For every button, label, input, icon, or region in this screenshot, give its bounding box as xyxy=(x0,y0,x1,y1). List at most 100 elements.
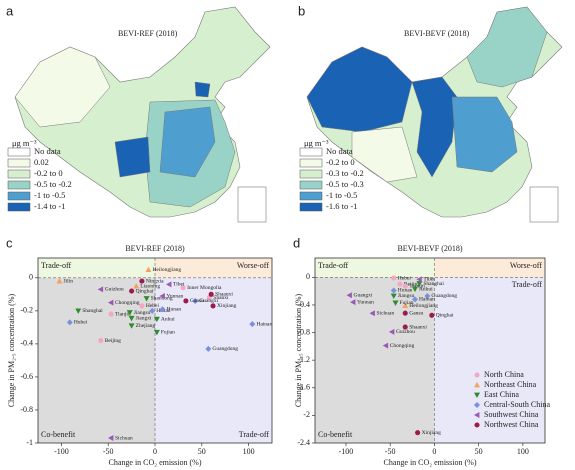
x-tick-label: -50 xyxy=(103,447,114,456)
marker xyxy=(129,288,135,294)
point-label: Gansu xyxy=(409,310,423,316)
point-label: Xinjiang xyxy=(217,303,236,309)
x-tick-label: 50 xyxy=(475,447,483,456)
point-label: Hainan xyxy=(419,297,435,303)
legend-label: -0.5 to -0.2 xyxy=(34,179,72,189)
marker xyxy=(249,321,256,328)
y-tick-label: -1 xyxy=(26,438,33,447)
legend-label: Southwest China xyxy=(484,410,539,419)
point-label: Shanghai xyxy=(423,281,444,287)
marker xyxy=(415,430,421,436)
marker xyxy=(145,266,152,272)
legend-label: -0.3 to -0.2 xyxy=(326,168,364,178)
point-label: Guangdong xyxy=(212,346,238,352)
marker xyxy=(210,303,216,309)
point-label: Liaoning xyxy=(140,283,160,289)
legend-label: -0.5 to -0.3 xyxy=(326,179,364,189)
marker xyxy=(346,292,352,299)
marker xyxy=(388,328,395,335)
point-label: Anhui xyxy=(419,286,433,292)
legend-label: Northwest China xyxy=(484,420,539,429)
marker xyxy=(153,329,160,336)
legend-marker xyxy=(474,422,480,428)
marker xyxy=(424,292,431,299)
map-title: BEVI-BEVF (2018) xyxy=(404,29,469,38)
legend-label: East China xyxy=(484,390,519,399)
y-tick-label: -0.8 xyxy=(20,405,33,414)
marker xyxy=(159,306,166,313)
x-axis-label: Change in CO₂ emission (%) xyxy=(384,458,477,467)
marker xyxy=(392,300,399,306)
y-tick-label: -0.4 xyxy=(297,300,310,309)
point-label: Chongqing xyxy=(390,343,415,349)
y-tick-label: -0.8 xyxy=(297,327,310,336)
point-label: Xinjiang xyxy=(422,430,441,436)
chart-title: BEVI-BEVF (2018) xyxy=(397,244,462,253)
legend-label: -1.6 to -1 xyxy=(326,201,357,211)
legend-unit: μg m⁻³ xyxy=(304,138,329,148)
marker xyxy=(133,283,140,289)
point-label: Tibet xyxy=(173,282,185,288)
marker xyxy=(97,286,104,293)
legend-marker xyxy=(474,372,480,378)
legend-label: -0.2 to 0 xyxy=(34,168,63,178)
marker xyxy=(108,435,114,442)
marker xyxy=(411,296,418,303)
marker xyxy=(66,319,73,326)
point-label: Anhui xyxy=(161,316,175,322)
quadrant xyxy=(155,258,272,278)
marker xyxy=(402,283,408,289)
point-label: Hebei xyxy=(146,303,160,309)
map-a: a BEVI-REF (2018) μg m⁻³ xyxy=(6,3,271,223)
marker xyxy=(126,310,133,316)
legend-swatch xyxy=(7,169,31,179)
legend-swatch xyxy=(7,191,31,201)
point-label: Jiangxi xyxy=(136,316,152,322)
point-label: Zhejiang xyxy=(136,323,156,329)
marker xyxy=(391,275,397,281)
legend-label: -1.4 to -1 xyxy=(34,201,65,211)
legend-swatch xyxy=(7,147,31,157)
point-label: Hunan xyxy=(398,288,413,294)
y-tick-label: -0.2 xyxy=(20,306,33,315)
point-label: Jiangsu xyxy=(398,293,415,299)
point-label: Hubei xyxy=(74,320,88,326)
legend-label: -1 to -0.5 xyxy=(326,190,357,200)
point-label: Fujian xyxy=(161,330,175,336)
quadrant xyxy=(434,258,545,278)
legend-marker xyxy=(474,402,480,408)
quadrant xyxy=(434,277,545,443)
marker xyxy=(56,278,63,284)
point-label: Jilin xyxy=(64,278,74,284)
marker xyxy=(390,293,397,299)
point-label: Shandong xyxy=(151,296,173,302)
legend-swatch xyxy=(299,147,323,157)
y-tick-label: -1.6 xyxy=(297,383,310,392)
annotation: Worse-off xyxy=(510,261,542,270)
legend-swatch xyxy=(7,180,31,190)
y-tick-label: -1.2 xyxy=(297,355,310,364)
panel-letter: b xyxy=(298,3,305,18)
y-tick-label: 0 xyxy=(29,273,33,282)
annotation: Trade-off xyxy=(41,261,72,270)
marker xyxy=(149,307,156,314)
marker xyxy=(397,281,403,287)
point-label: Qinghai xyxy=(136,288,154,294)
legend-label: 0.02 xyxy=(34,157,49,167)
x-tick-label: -50 xyxy=(385,447,396,456)
legend-swatch xyxy=(299,202,323,212)
point-label: Guizhou xyxy=(105,287,124,293)
legend-swatch xyxy=(299,191,323,201)
x-tick-label: 50 xyxy=(198,447,206,456)
marker xyxy=(402,302,409,309)
point-label: Inner Mongolia xyxy=(187,285,222,291)
point-label: Guangxi xyxy=(354,293,373,299)
point-label: Yunnan xyxy=(166,293,183,299)
marker xyxy=(139,278,145,284)
legend-swatch xyxy=(299,158,323,168)
marker xyxy=(75,308,82,314)
marker xyxy=(390,287,397,294)
marker xyxy=(108,311,114,317)
chart-title: BEVI-REF (2018) xyxy=(125,244,185,253)
